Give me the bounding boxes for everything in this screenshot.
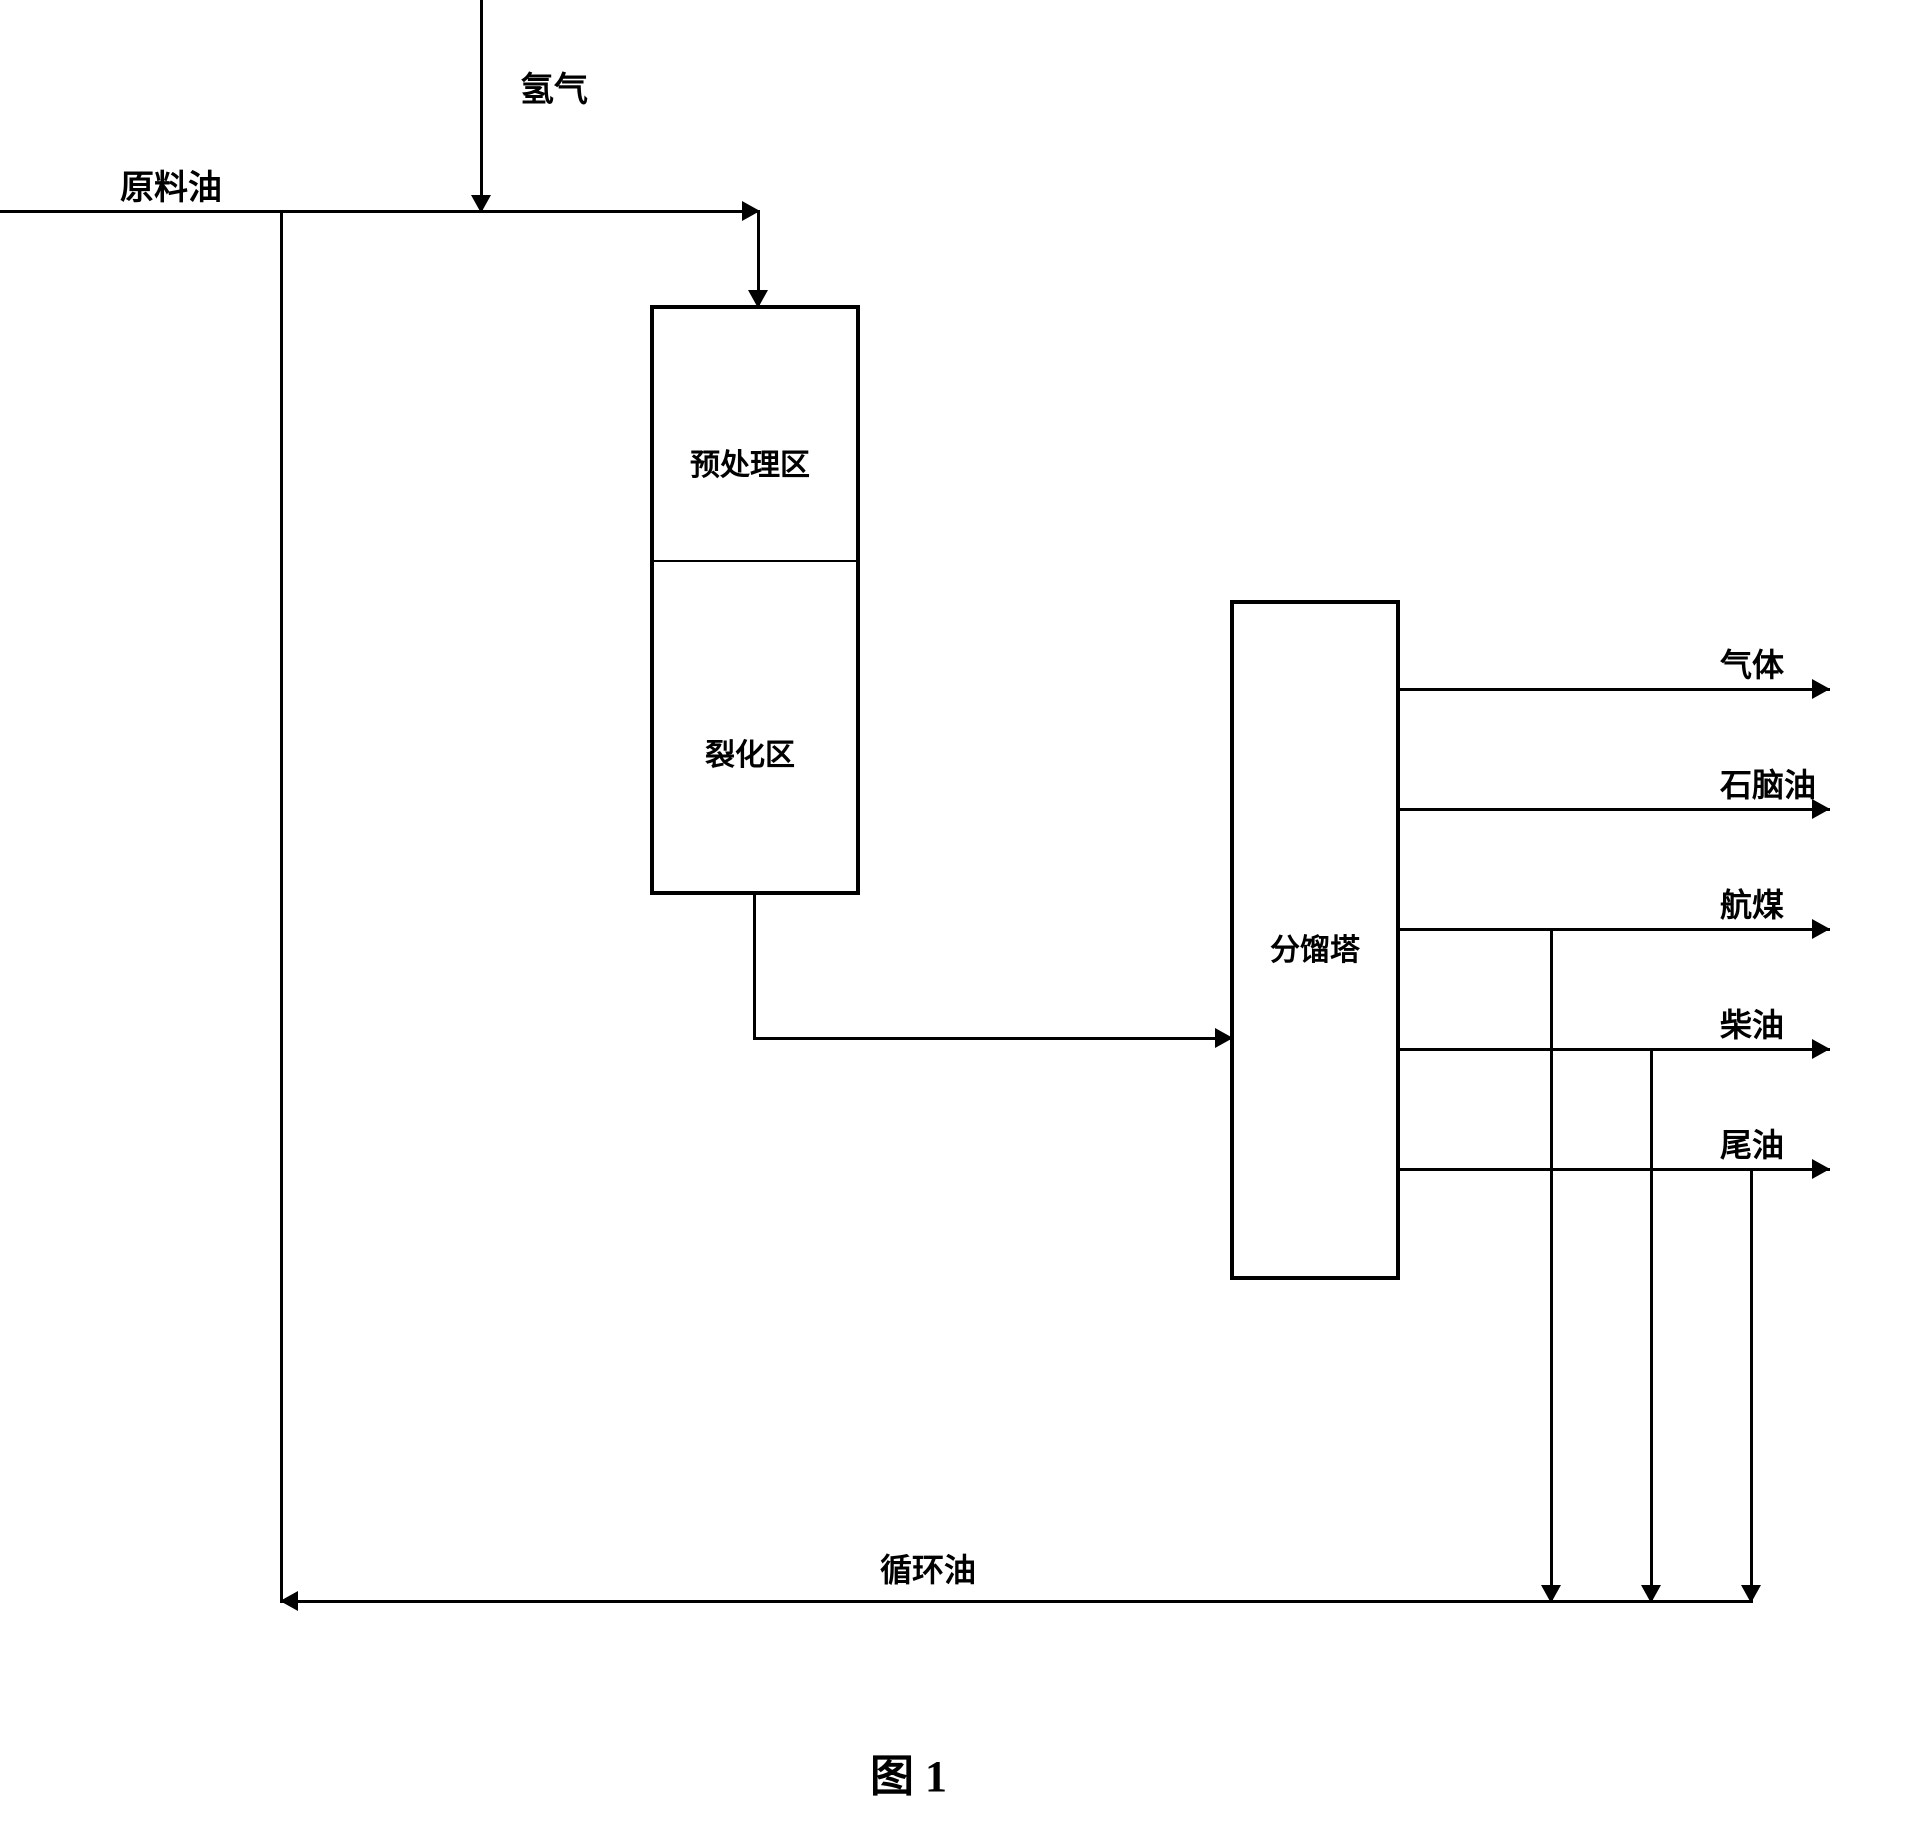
tailoil-label: 尾油 [1720,1120,1784,1166]
jetfuel-arrow [1812,919,1830,939]
gas-label: 气体 [1720,640,1784,686]
jetfuel-line [1400,928,1830,931]
hydrogen-inlet-line [480,0,483,210]
gas-line [1400,688,1830,691]
recycle-branch-jetfuel [1550,928,1553,1603]
recycle-branch-tailoil [1750,1168,1753,1603]
feed-oil-label: 原料油 [120,160,222,209]
jetfuel-label: 航煤 [1720,880,1784,926]
recycle-label: 循环油 [880,1545,976,1591]
tailoil-arrow [1812,1159,1830,1179]
pretreatment-label: 预处理区 [690,440,810,484]
recycle-horizontal [280,1600,1753,1603]
reactor-divider [654,560,856,562]
feed-line-horizontal [0,210,760,213]
diesel-arrow [1812,1039,1830,1059]
reactor-to-fractionator [753,1037,1233,1040]
naphtha-arrow [1812,799,1830,819]
naphtha-label: 石脑油 [1720,760,1816,806]
tailoil-line [1400,1168,1830,1171]
figure-caption: 图 1 [870,1740,947,1804]
recycle-vertical-return [280,210,283,1603]
diesel-line [1400,1048,1830,1051]
cracking-label: 裂化区 [705,730,795,774]
reactor-box [650,305,860,895]
recycle-branch-diesel [1650,1048,1653,1603]
hydrogen-label: 氢气 [520,62,588,111]
diesel-label: 柴油 [1720,1000,1784,1046]
gas-arrow [1812,679,1830,699]
naphtha-line [1400,808,1830,811]
fractionator-label: 分馏塔 [1270,925,1360,969]
reactor-out-vertical [753,895,756,1040]
